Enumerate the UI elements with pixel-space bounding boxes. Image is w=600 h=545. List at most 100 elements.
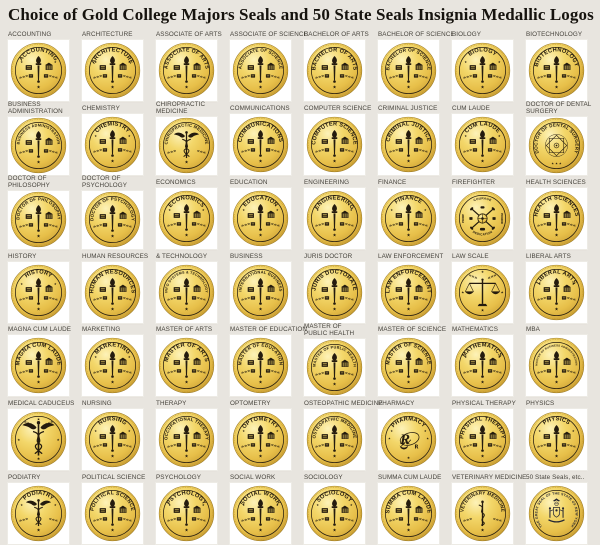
seal-tile[interactable]: PHYSICS ★ ★»»» ««« ★: [526, 409, 587, 471]
seal-tile[interactable]: COMMUNICATIONS»»» ««« ★: [230, 113, 291, 175]
svg-text:★: ★: [406, 306, 410, 312]
seal-tile[interactable]: BACHELOR OF ARTS»»» ««« ★: [304, 39, 365, 101]
svg-text:»»»: »»»: [167, 296, 177, 303]
seal-tile[interactable]: NURSING ★ ★»»» ««« ★: [82, 409, 143, 471]
svg-text:★: ★: [36, 85, 40, 91]
seal-tile[interactable]: INTERNATIONAL BUSINESS»»» ««« ★: [230, 261, 291, 323]
seal-label: ASSOCIATE OF ARTS: [156, 30, 222, 38]
seal-label: VETERINARY MEDICINE: [452, 474, 527, 482]
seal-tile[interactable]: ★»»» ««« ★ ★ ★: [8, 409, 69, 471]
seal-tile[interactable]: ★»»» ««« ★ ★ ★: [452, 261, 513, 323]
seal-tile[interactable]: INFO SYSTEMS & TECHNOLOGY»»» ««« ★: [156, 261, 217, 323]
seal-tile[interactable]: DOCTOR OF DENTAL SURGERY ★ ★ ★: [526, 116, 587, 175]
seal-cell-optometry: OPTOMETRY OPTOMETRY ★ ★»»» ««« ★: [230, 396, 304, 471]
svg-text:»»»: »»»: [93, 443, 103, 450]
seal-tile[interactable]: BUSINESS ADMINISTRATION»»» ««« ★: [8, 116, 69, 175]
seal-tile[interactable]: PHARMACY ★ ★ R R ★ ★ ★: [378, 409, 439, 471]
seal-tile[interactable]: DOCTOR OF PHILOSOPHY»»» ««« ★: [8, 190, 69, 249]
seal-tile[interactable]: THE GREAT SEAL OF THE STATE OF NEW YORK: [526, 483, 587, 545]
seal-label: DOCTOR OF DENTAL SURGERY: [526, 100, 592, 115]
seal-cell-business: BUSINESS INTERNATIONAL BUSINESS»»» ««« ★: [230, 249, 304, 323]
svg-text:★: ★: [36, 234, 40, 240]
seal-tile[interactable]: PODIATRY ★ ★»»» ««« ★: [8, 483, 69, 545]
seal-label: LAW ENFORCEMENT: [378, 252, 444, 260]
seal-label: FIREFIGHTER: [452, 178, 496, 186]
seal-cell-doctor-of-psychology: DOCTOR OF PSYCHOLOGY DOCTOR OF PSYCHOLOGY…: [82, 175, 156, 249]
svg-text:»»»: »»»: [241, 517, 251, 524]
seal-cell-economics: ECONOMICS ECONOMICS ★ ★»»» ««« ★: [156, 175, 230, 249]
seal-tile[interactable]: MATHEMATICS ★ ★»»» ««« ★: [452, 335, 513, 397]
seal-tile[interactable]: FINANCE ★ ★»»» ««« ★: [378, 187, 439, 249]
svg-text:»»»: »»»: [537, 296, 547, 303]
seal-tile[interactable]: BACHELOR OF SCIENCE»»» ««« ★: [378, 39, 439, 101]
seal-tile[interactable]: CRIMINAL JUSTICE»»» ««« ★: [378, 113, 439, 175]
seal-tile[interactable]: MASTER OF SCIENCE»»» ««« ★: [378, 335, 439, 397]
svg-text:HONOR: HONOR: [500, 213, 504, 224]
seal-cell-marketing: MARKETING MARKETING ★ ★»»» ««« ★: [82, 323, 156, 397]
seal-tile[interactable]: ASSOCIATE OF ARTS»»» ««« ★: [156, 39, 217, 101]
seal-tile[interactable]: BIOLOGY ★ ★»»» ««« ★: [452, 39, 513, 101]
seal-tile[interactable]: MASTER OF PUBLIC HEALTH»»» ««« ★: [304, 338, 365, 397]
svg-text:«««: «««: [492, 148, 502, 155]
page-title: Choice of Gold College Majors Seals and …: [8, 5, 594, 24]
svg-text:»»»: »»»: [537, 222, 547, 229]
seal-cell-accounting: ACCOUNTING ACCOUNTING ★ ★»»» ««« ★: [8, 27, 82, 101]
seal-tile[interactable]: PHYSICAL THERAPY»»» ««« ★: [452, 409, 513, 471]
seal-label: SOCIAL WORK: [230, 474, 276, 482]
seal-tile[interactable]: COURAGE DEDICATION PRIDE HONOR: [452, 187, 513, 249]
seal-cell-doctor-of-dental-surgery: DOCTOR OF DENTAL SURGERY DOCTOR OF DENTAL…: [526, 101, 600, 175]
seal-image: BACHELOR OF SCIENCE»»» «««★: [380, 42, 437, 99]
seal-tile[interactable]: SUMMA CUM LAUDE»»» ««« ★: [378, 483, 439, 545]
seal-label: & TECHNOLOGY: [156, 252, 208, 260]
seal-tile[interactable]: MARKETING ★ ★»»» ««« ★: [82, 335, 143, 397]
svg-text:«««: «««: [492, 370, 502, 377]
seal-tile[interactable]: HISTORY ★ ★»»» ««« ★: [8, 261, 69, 323]
seal-cell-bachelor-of-arts: BACHELOR OF ARTS BACHELOR OF ARTS»»» ««« ★: [304, 27, 378, 101]
seal-tile[interactable]: OPTOMETRY ★ ★»»» ««« ★: [230, 409, 291, 471]
seal-tile[interactable]: CHIROPRACTIC MEDICINE»»» ««« ★: [156, 116, 217, 175]
seal-tile[interactable]: LAW ENFORCEMENT»»» ««« ★: [378, 261, 439, 323]
svg-text:★: ★: [258, 306, 262, 312]
seal-tile[interactable]: MAGNA CUM LAUDE»»» ««« ★: [8, 335, 69, 397]
svg-text:★: ★: [464, 134, 467, 138]
seal-tile[interactable]: PSYCHOLOGY ★ ★»»» ««« ★: [156, 483, 217, 545]
seal-tile[interactable]: ASSOCIATE OF SCIENCE»»» ««« ★: [230, 39, 291, 101]
seal-label: ASSOCIATE OF SCIENCE: [230, 30, 308, 38]
svg-text:»»»: »»»: [19, 296, 29, 303]
svg-text:★: ★: [538, 282, 541, 286]
seal-tile[interactable]: MASTER OF BUSINESS ADMINISTRATION»»» ««« ★: [526, 335, 587, 397]
seal-tile[interactable]: CHEMISTRY ★ ★»»» ««« ★: [82, 113, 143, 175]
seal-tile[interactable]: ENGINEERING ★ ★»»» ««« ★: [304, 187, 365, 249]
seal-tile[interactable]: BIOTECHNOLOGY»»» ««« ★: [526, 39, 587, 101]
seal-image: ARCHITECTURE★ ★»»» «««★: [84, 42, 141, 99]
seal-tile[interactable]: ECONOMICS ★ ★»»» ««« ★: [156, 187, 217, 249]
seal-tile[interactable]: MASTER OF ARTS»»» ««« ★: [156, 335, 217, 397]
seal-tile[interactable]: VETERINARY MEDICINE»»» ««« ★: [452, 483, 513, 545]
svg-text:★: ★: [54, 282, 57, 286]
svg-text:«««: «««: [44, 420, 55, 428]
seal-tile[interactable]: SOCIOLOGY ★ ★»»» ««« ★: [304, 483, 365, 545]
seal-tile[interactable]: JURIS DOCTORATE»»» ««« ★: [304, 261, 365, 323]
seal-tile[interactable]: MASTER OF EDUCATION»»» ««« ★: [230, 335, 291, 397]
seal-tile[interactable]: OCCUPATIONAL THERAPY»»» ««« ★: [156, 409, 217, 471]
svg-text:★: ★: [36, 380, 40, 386]
seal-label: POLITICAL SCIENCE: [82, 474, 146, 482]
seal-cell-human-resources: HUMAN RESOURCES HUMAN RESOURCES»»» ««« ★: [82, 249, 156, 323]
svg-text:«««: «««: [418, 517, 428, 524]
seal-tile[interactable]: ARCHITECTURE ★ ★»»» ««« ★: [82, 39, 143, 101]
seal-tile[interactable]: HEALTH SCIENCES»»» ««« ★: [526, 187, 587, 249]
seal-tile[interactable]: LIBERAL ARTS ★ ★»»» ««« ★: [526, 261, 587, 323]
seal-tile[interactable]: POLITICAL SCIENCE»»» ««« ★: [82, 483, 143, 545]
seal-tile[interactable]: COMPUTER SCIENCE»»» ««« ★: [304, 113, 365, 175]
seal-tile[interactable]: ACCOUNTING ★ ★»»» ««« ★: [8, 39, 69, 101]
svg-text:★: ★: [184, 160, 188, 166]
seal-tile[interactable]: EDUCATION ★ ★»»» ««« ★: [230, 187, 291, 249]
seal-tile[interactable]: OSTEOPATHIC MEDICINE»»» ««« ★: [304, 409, 365, 471]
seal-tile[interactable]: SOCIAL WORK ★ ★»»» ««« ★: [230, 483, 291, 545]
svg-text:»»»: »»»: [389, 148, 399, 155]
seal-tile[interactable]: CUM LAUDE ★ ★»»» ««« ★: [452, 113, 513, 175]
seal-tile[interactable]: DOCTOR OF PSYCHOLOGY»»» ««« ★: [82, 190, 143, 249]
seal-label: ENGINEERING: [304, 178, 350, 186]
seal-tile[interactable]: HUMAN RESOURCES»»» ««« ★: [82, 261, 143, 323]
seal-label: MASTER OF ARTS: [156, 326, 213, 334]
